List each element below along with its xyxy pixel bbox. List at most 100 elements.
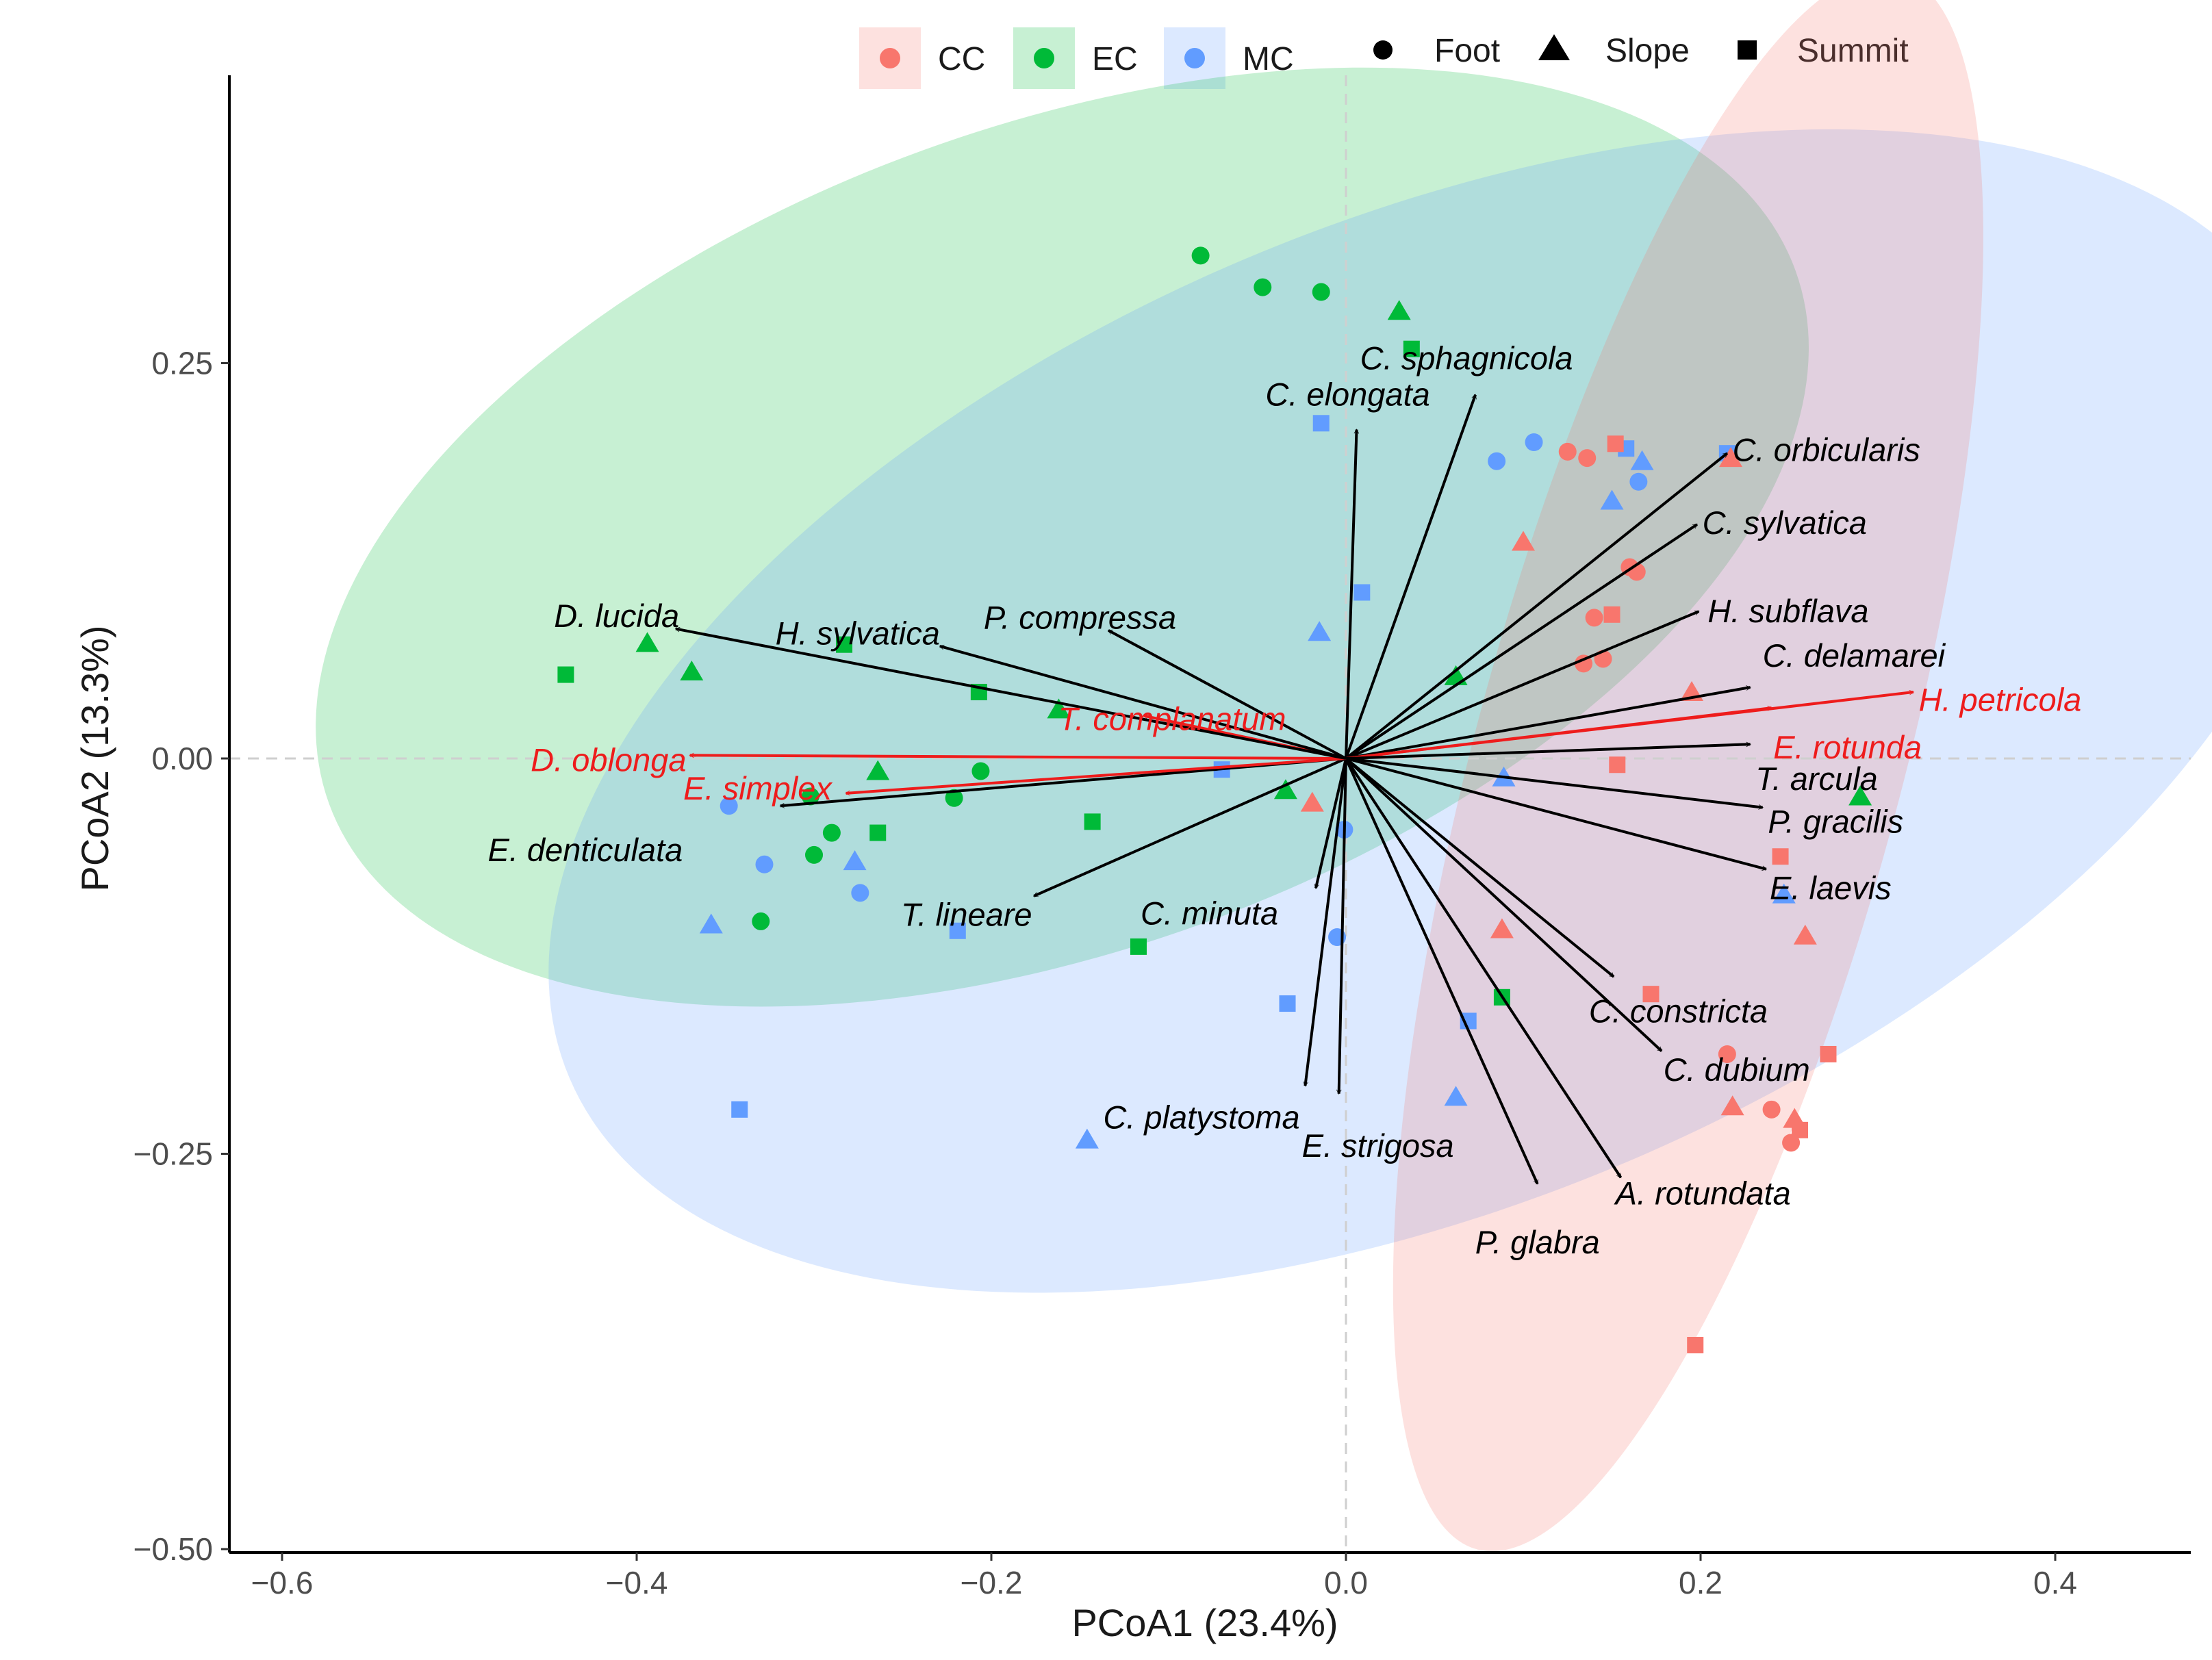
point-mc-summit [731,1101,748,1118]
point-mc-summit [1279,995,1296,1012]
point-mc-summit [1312,415,1330,432]
point-ec-summit [1403,340,1420,357]
vector-e-rotunda [1345,705,1772,760]
point-ec-slope [866,760,890,780]
vector-label-p-gracilis: P. gracilis [1768,803,1903,839]
y-tick-label: −0.50 [134,1531,213,1567]
point-mc-foot [851,884,869,902]
point-ec-foot [752,912,770,930]
point-cc-slope [1490,918,1514,938]
vector-t-arcula [1345,741,1751,760]
legend-label-foot: Foot [1434,33,1500,69]
point-mc-slope [843,850,867,871]
point-mc-foot [1488,452,1506,470]
vector-c-orbicularis [1345,452,1729,760]
point-mc-summit [949,922,966,939]
vector-c-constricta [1345,757,1615,978]
vector-label-c-constricta: C. constricta [1589,993,1768,1030]
point-ec-slope [680,660,704,680]
point-mc-foot [1525,433,1543,451]
legend-symbol-foot [1373,40,1393,60]
point-ec-foot [822,823,841,842]
x-tick-label: 0.0 [1324,1565,1368,1600]
legend-label-ec: EC [1092,41,1138,77]
legend-label-slope: Slope [1605,33,1690,69]
legend-symbol-slope [1538,34,1570,60]
vector-c-dubium [1345,757,1663,1052]
legend: CC EC MC Foot Slope Summit [859,27,1909,89]
vector-p-compressa [1107,629,1347,760]
vector-e-laevis [1345,757,1768,871]
y-tick-label: 0.00 [151,741,213,776]
point-ec-summit [836,636,853,653]
vector-t-lineare [1032,757,1347,897]
point-cc-summit [1607,435,1624,452]
vector-label-e-strigosa: E. strigosa [1302,1127,1454,1164]
vector-label-t-arcula: T. arcula [1755,761,1878,797]
legend-symbol-mc [1184,48,1205,68]
vector-c-minuta [1314,758,1347,889]
point-mc-slope [1444,1086,1468,1106]
x-tick-label: 0.4 [2033,1565,2077,1600]
vector-label-h-sylvatica: H. sylvatica [776,615,940,652]
point-cc-slope [1300,791,1324,812]
point-cc-summit [1609,756,1626,774]
x-tick-label: −0.2 [961,1565,1023,1600]
y-tick-label: 0.25 [151,346,213,381]
point-ec-slope [1047,698,1071,719]
vector-label-h-petricola: H. petricola [1919,682,2082,718]
y-tick-label: −0.25 [134,1136,213,1172]
legend-symbol-ec [1034,48,1054,68]
point-ec-slope [1387,300,1411,320]
point-ec-foot [1254,278,1272,296]
point-cc-summit [1642,986,1660,1003]
vector-label-a-rotundata: A. rotundata [1614,1175,1791,1211]
vector-label-c-minuta: C. minuta [1141,895,1278,931]
x-tick-label: 0.2 [1679,1565,1722,1600]
point-cc-summit [1820,1045,1837,1062]
vector-label-c-sphagnicola: C. sphagnicola [1360,340,1573,376]
vector-label-e-laevis: E. laevis [1770,869,1892,906]
point-ec-foot [801,787,819,806]
vector-label-c-platystoma: C. platystoma [1103,1099,1299,1135]
vector-c-elongata [1345,429,1360,759]
point-mc-slope [699,913,723,934]
point-cc-summit [1687,1337,1704,1354]
ellipse-mc [548,129,2212,1293]
point-mc-slope [1600,489,1624,510]
vector-h-sylvatica [939,644,1347,760]
vector-c-delamarei [1345,685,1751,760]
ellipse-ec [316,67,1809,1007]
point-cc-foot [1578,449,1597,468]
point-cc-foot [1762,1100,1781,1119]
point-cc-summit [1772,848,1789,865]
point-cc-slope [1793,924,1817,945]
point-ec-slope [1273,779,1297,800]
vector-e-simplex [845,757,1347,796]
point-cc-slope [1512,531,1535,551]
point-cc-foot [1585,609,1603,627]
vector-h-subflava [1345,610,1700,760]
point-ec-foot [805,845,823,864]
axes: −0.6 −0.4 −0.2 0.0 0.2 0.4 0.25 0.00 −0.25 −0.50 [134,75,2191,1600]
point-mc-slope [1772,883,1796,904]
vector-label-c-elongata: C. elongata [1265,376,1429,413]
point-ec-slope [635,632,659,652]
point-mc-foot [720,797,738,815]
point-cc-foot [1782,1134,1801,1152]
vector-label-e-simplex: E. simplex [683,770,832,806]
vector-label-p-glabra: P. glabra [1475,1224,1600,1260]
legend-label-cc: CC [938,41,985,77]
vector-label-e-rotunda: E. rotunda [1773,729,1922,765]
point-ec-summit [557,666,574,683]
x-axis-title: PCoA1 (23.4%) [1071,1601,1338,1644]
vector-p-glabra [1345,758,1539,1185]
vector-c-sphagnicola [1345,394,1477,759]
vector-label-t-complanatum: T. complanatum [1058,700,1286,737]
vector-d-lucida [674,626,1347,760]
point-ec-foot [945,789,963,807]
vector-c-platystoma [1303,758,1347,1087]
group-ellipses [316,0,2212,1552]
